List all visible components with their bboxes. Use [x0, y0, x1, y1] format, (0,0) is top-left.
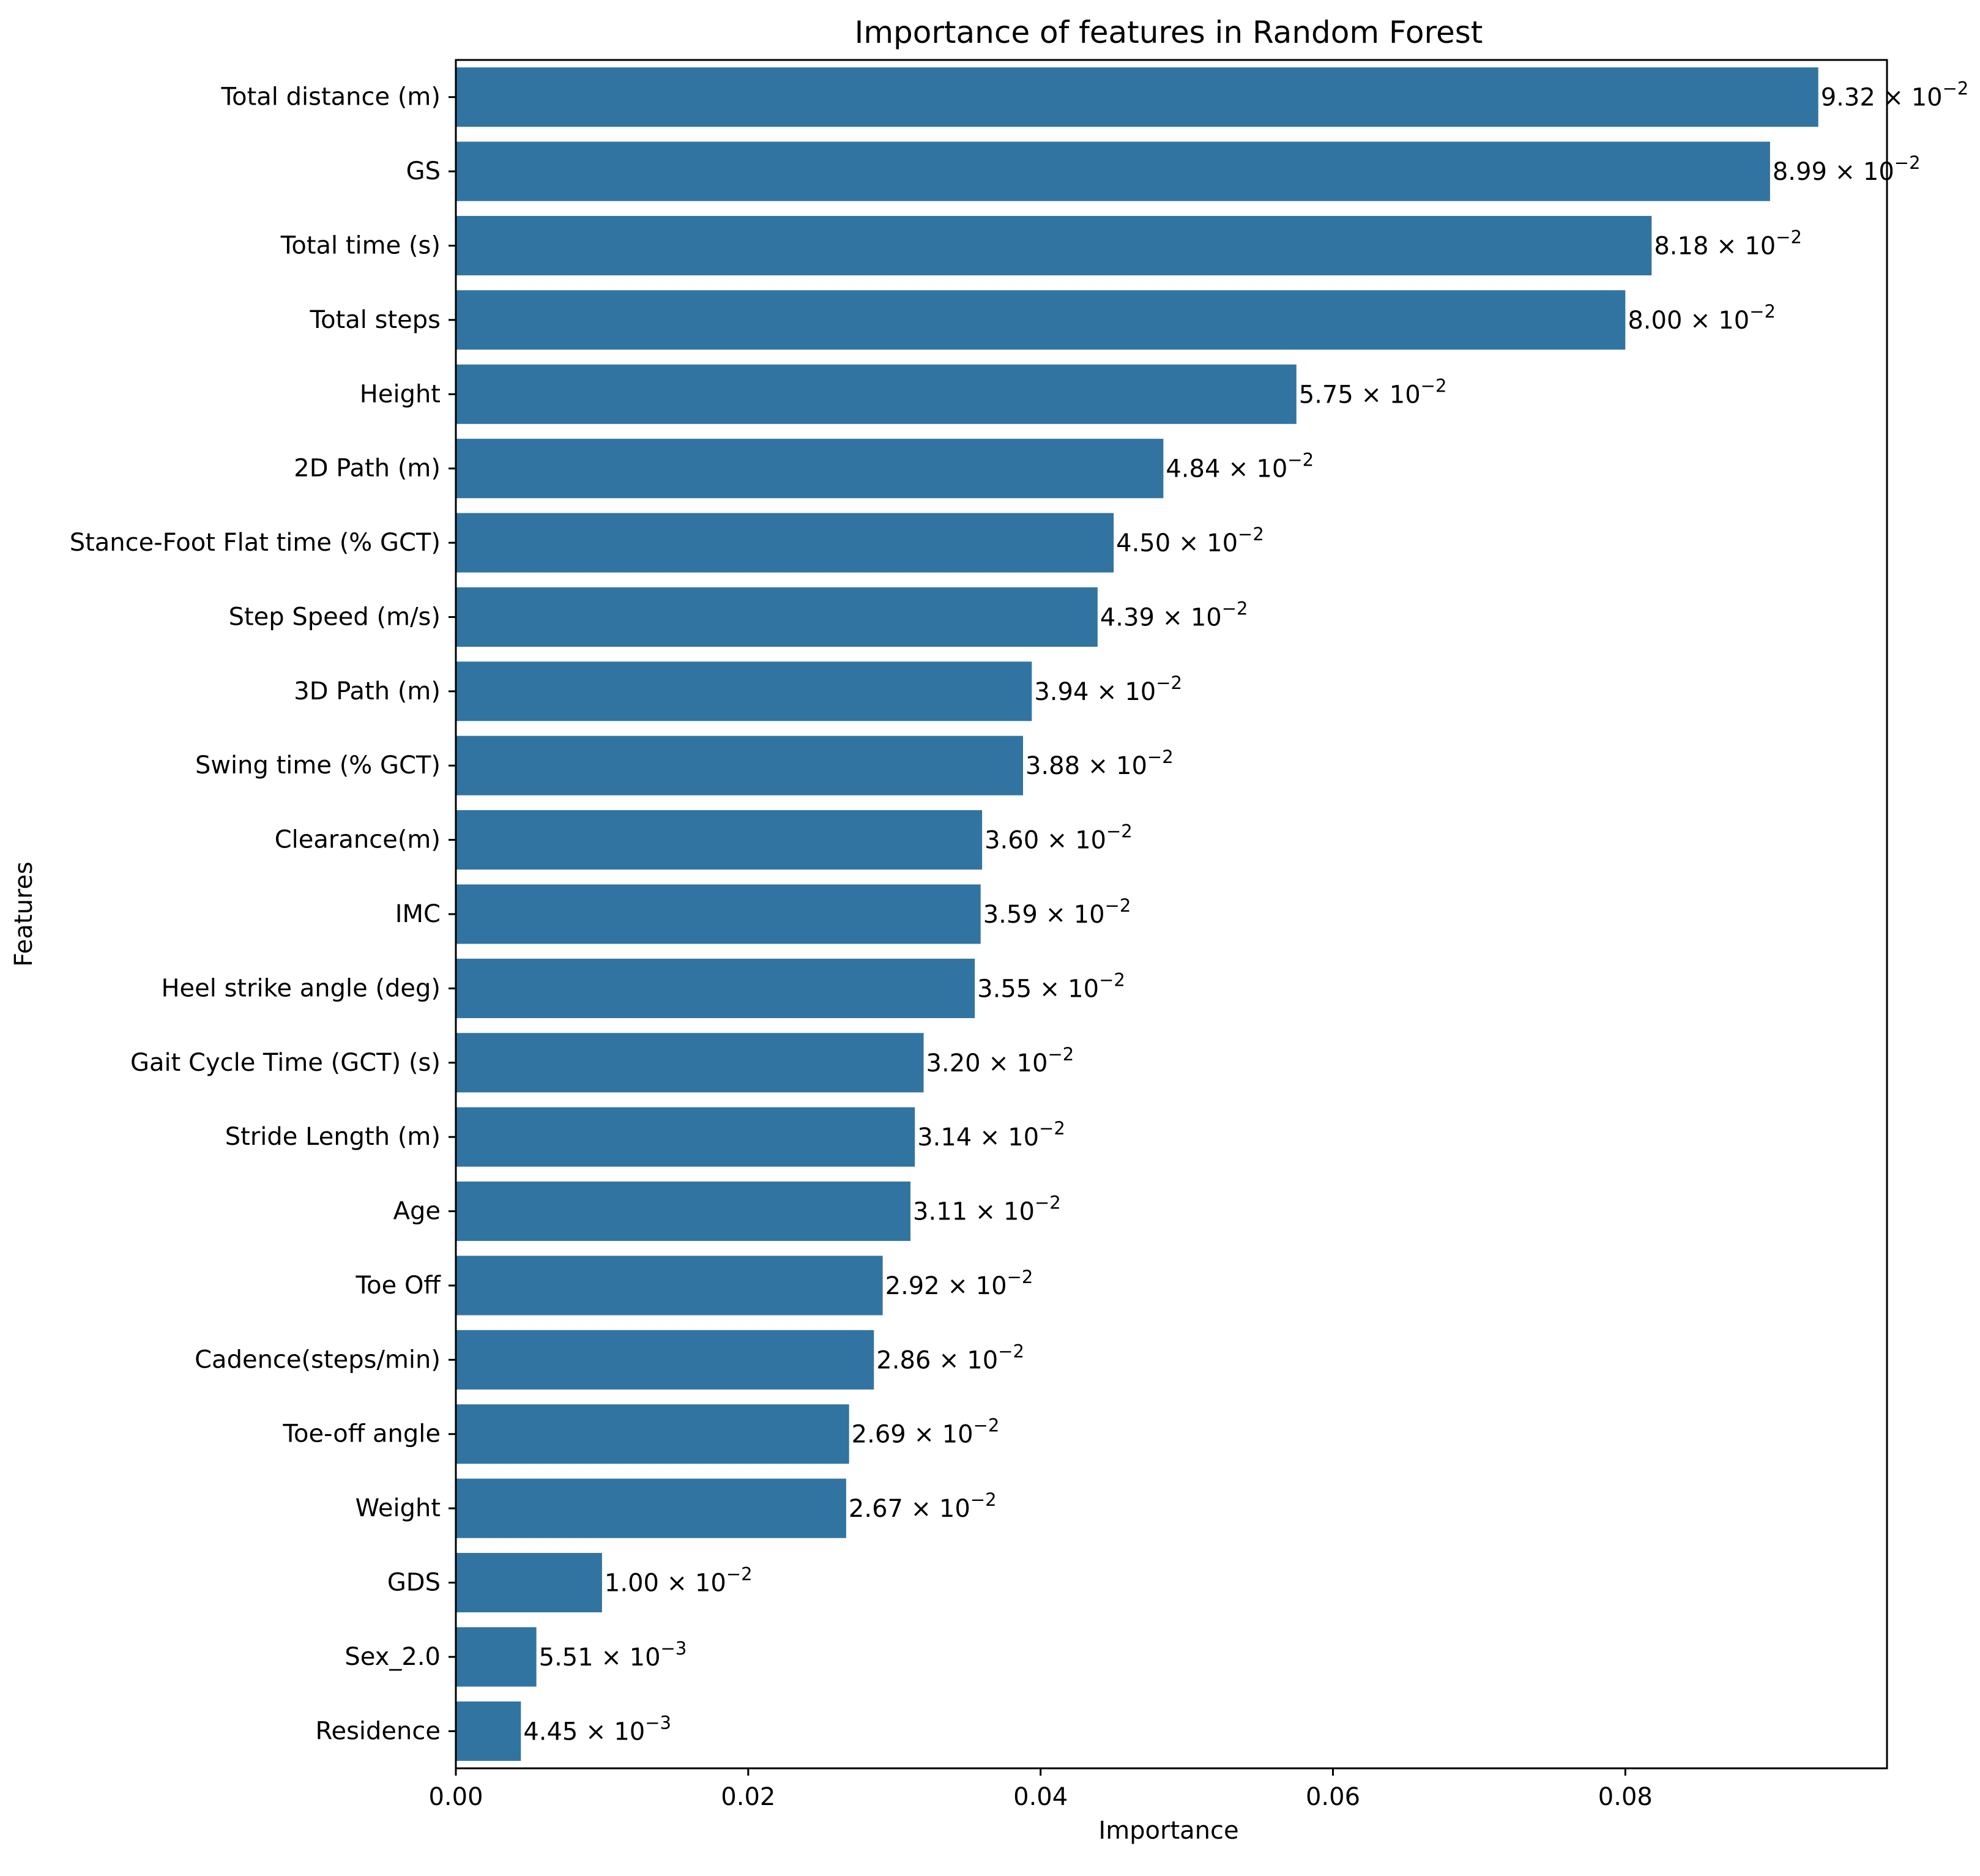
y-tick-label: Stance-Foot Flat time (% GCT) [70, 529, 441, 557]
y-tick-label: Total steps [310, 306, 441, 334]
bar-value-label: 3.60 × 10−2 [984, 821, 1133, 855]
bar-value-label: 3.20 × 10−2 [926, 1044, 1074, 1078]
bar [456, 735, 1023, 795]
bar [456, 141, 1770, 201]
x-tick-label: 0.02 [721, 1783, 775, 1811]
y-tick-label: Total time (s) [280, 231, 441, 259]
bar [456, 1033, 924, 1093]
bar-value-label: 2.92 × 10−2 [885, 1267, 1033, 1300]
y-tick-label: Toe Off [355, 1271, 442, 1300]
bar-value-label: 8.99 × 10−2 [1773, 152, 1921, 186]
bar-value-label: 2.67 × 10−2 [849, 1489, 997, 1523]
y-tick-label: Age [393, 1197, 441, 1226]
bar [456, 1404, 849, 1464]
x-axis-ticks: 0.00 0.02 0.04 0.06 0.08 [428, 1768, 1653, 1811]
bar-value-label: 2.69 × 10−2 [852, 1415, 1000, 1449]
bar-value-label: 4.50 × 10−2 [1116, 524, 1264, 557]
bar [456, 364, 1297, 424]
y-axis-ticks: Total distance (m) GS Total time (s) Total … [70, 83, 456, 1745]
bar-value-label: 4.39 × 10−2 [1100, 598, 1248, 631]
bar [456, 884, 981, 944]
bar [456, 1701, 521, 1761]
bar [456, 215, 1652, 276]
bar-value-label: 3.94 × 10−2 [1034, 672, 1182, 706]
y-tick-label: Toe-off angle [282, 1420, 441, 1448]
bar-value-label: 3.11 × 10−2 [913, 1193, 1061, 1226]
y-tick-label: Residence [315, 1717, 441, 1745]
bar [456, 661, 1032, 721]
bar [456, 1478, 846, 1538]
bar [456, 587, 1098, 647]
bar-value-label: 8.18 × 10−2 [1654, 226, 1802, 260]
bar [456, 439, 1164, 499]
bar-value-label: 9.32 × 10−2 [1821, 78, 1969, 112]
y-tick-label: Clearance(m) [275, 826, 441, 854]
y-tick-label: 3D Path (m) [294, 677, 441, 705]
y-tick-label: IMC [395, 900, 441, 928]
bar-value-label: 3.88 × 10−2 [1025, 746, 1174, 780]
bar [456, 1256, 883, 1316]
y-tick-label: 2D Path (m) [294, 455, 441, 483]
bar-value-label: 3.59 × 10−2 [983, 895, 1131, 929]
y-tick-label: Step Speed (m/s) [229, 603, 441, 631]
chart-title: Importance of features in Random Forest [855, 15, 1483, 50]
x-tick-label: 0.08 [1598, 1783, 1653, 1811]
y-tick-label: Swing time (% GCT) [195, 751, 441, 780]
bars-group [456, 67, 1818, 1761]
bar [456, 1330, 874, 1390]
y-axis-label: Features [10, 862, 38, 967]
bar [456, 513, 1114, 573]
bar-value-label: 1.00 × 10−2 [605, 1564, 753, 1598]
x-tick-label: 0.04 [1013, 1783, 1068, 1811]
bar [456, 1107, 915, 1167]
bar-value-label: 4.45 × 10−3 [523, 1712, 671, 1746]
y-tick-label: Cadence(steps/min) [195, 1346, 441, 1374]
y-tick-label: Gait Cycle Time (GCT) (s) [130, 1049, 441, 1077]
bar-labels-group: 9.32 × 10−2 8.99 × 10−2 8.18 × 10−2 8.00 × … [523, 78, 1968, 1746]
y-tick-label: GS [406, 157, 441, 185]
bar-value-label: 5.75 × 10−2 [1299, 375, 1447, 409]
bar-value-label: 5.51 × 10−3 [539, 1638, 687, 1672]
x-axis-label: Importance [1098, 1817, 1238, 1845]
bar [456, 958, 975, 1018]
y-tick-label: Weight [355, 1494, 441, 1522]
y-tick-label: Height [360, 380, 441, 408]
y-tick-label: Sex_2.0 [344, 1643, 441, 1671]
x-tick-label: 0.06 [1306, 1783, 1360, 1811]
bar [456, 67, 1818, 127]
bar [456, 290, 1626, 350]
y-tick-label: Stride Length (m) [225, 1123, 441, 1151]
bar-value-label: 2.86 × 10−2 [876, 1341, 1024, 1374]
y-tick-label: Total distance (m) [220, 83, 441, 111]
bar-value-label: 8.00 × 10−2 [1628, 301, 1776, 335]
bar-value-label: 3.55 × 10−2 [977, 969, 1125, 1003]
y-tick-label: GDS [387, 1569, 441, 1597]
y-tick-label: Heel strike angle (deg) [161, 974, 441, 1002]
bar [456, 1627, 537, 1687]
plot-frame [455, 59, 1888, 1770]
bar [456, 1552, 602, 1613]
bar [456, 1182, 911, 1241]
bar-value-label: 4.84 × 10−2 [1166, 450, 1314, 483]
bar [456, 810, 983, 870]
bar-value-label: 3.14 × 10−2 [917, 1118, 1065, 1152]
x-tick-label: 0.00 [428, 1783, 483, 1811]
